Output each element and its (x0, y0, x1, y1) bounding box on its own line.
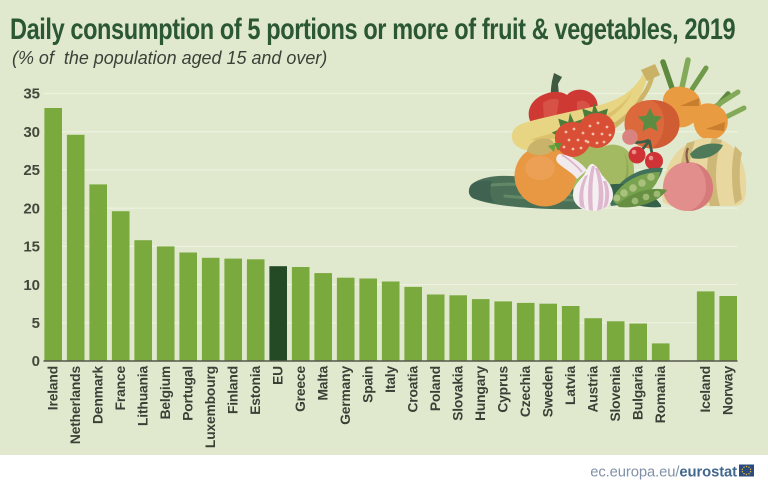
svg-text:EU: EU (271, 366, 286, 385)
svg-text:France: France (113, 366, 128, 411)
svg-text:Belgium: Belgium (158, 366, 173, 419)
svg-text:15: 15 (23, 239, 40, 256)
svg-text:Germany: Germany (338, 366, 353, 425)
svg-text:Norway: Norway (721, 366, 736, 415)
svg-text:20: 20 (23, 200, 40, 217)
svg-text:35: 35 (23, 86, 40, 103)
svg-text:ec.europa.eu/eurostat: ec.europa.eu/eurostat (590, 465, 737, 481)
svg-text:Greece: Greece (293, 366, 308, 412)
svg-text:5: 5 (32, 315, 40, 332)
svg-text:Bulgaria: Bulgaria (631, 366, 646, 420)
svg-text:Italy: Italy (383, 366, 398, 393)
svg-text:Denmark: Denmark (91, 366, 106, 424)
svg-text:Iceland: Iceland (698, 366, 713, 413)
svg-text:Slovakia: Slovakia (451, 366, 466, 421)
svg-text:Luxembourg: Luxembourg (203, 366, 218, 448)
svg-text:Estonia: Estonia (248, 366, 263, 415)
svg-text:Hungary: Hungary (473, 366, 488, 421)
svg-text:Spain: Spain (361, 366, 376, 403)
svg-text:25: 25 (23, 162, 40, 179)
svg-text:Czechia: Czechia (518, 366, 533, 418)
svg-text:Romania: Romania (653, 366, 668, 424)
svg-text:Croatia: Croatia (406, 366, 421, 413)
svg-text:Cyprus: Cyprus (496, 366, 511, 413)
svg-text:Sweden: Sweden (541, 366, 556, 417)
svg-text:30: 30 (23, 124, 40, 141)
svg-text:Latvia: Latvia (563, 366, 578, 405)
svg-text:Netherlands: Netherlands (68, 366, 83, 445)
svg-text:0: 0 (32, 353, 40, 370)
svg-text:Lithuania: Lithuania (136, 366, 151, 426)
svg-text:Slovenia: Slovenia (608, 366, 623, 422)
svg-text:Ireland: Ireland (46, 366, 61, 410)
svg-text:10: 10 (23, 277, 40, 294)
svg-text:Austria: Austria (586, 366, 601, 413)
svg-text:Poland: Poland (428, 366, 443, 411)
svg-text:Portugal: Portugal (181, 366, 196, 421)
svg-text:Finland: Finland (226, 366, 241, 414)
svg-text:Malta: Malta (316, 366, 331, 401)
